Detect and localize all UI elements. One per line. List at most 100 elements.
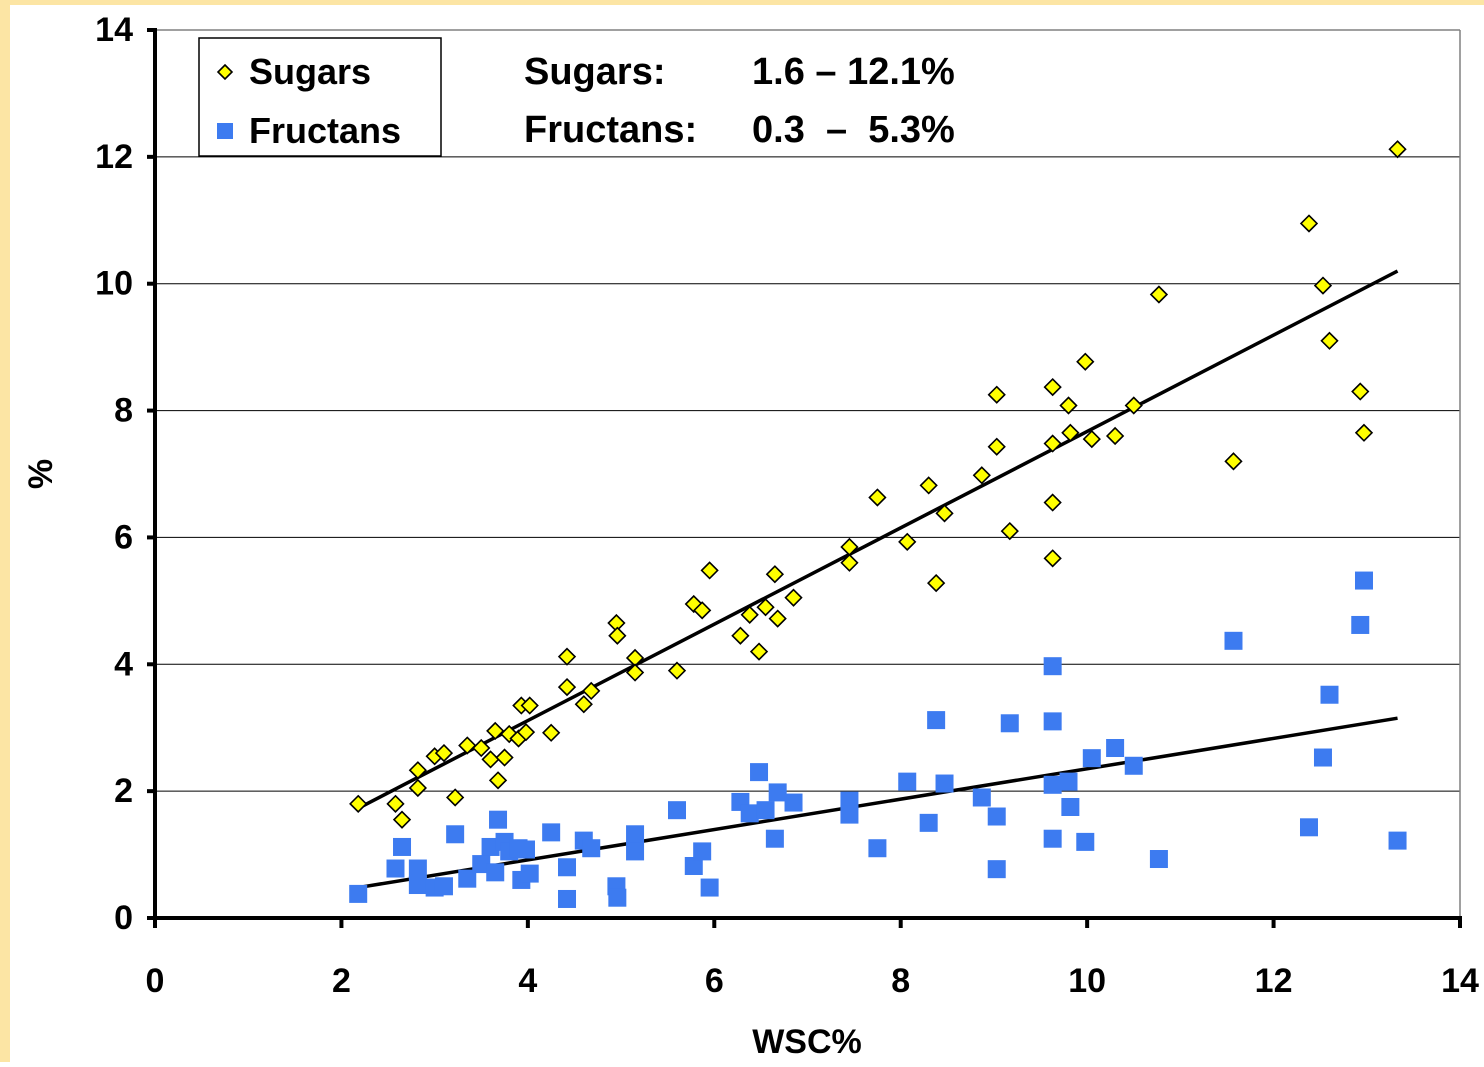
fructans-point (446, 825, 465, 844)
fructans-point (840, 805, 859, 824)
legend-square-icon (217, 123, 233, 139)
fructans-point (558, 858, 577, 877)
sugars-point (495, 748, 514, 767)
y-tick-label: 2 (114, 772, 133, 810)
x-axis-label: WSC% (752, 1023, 862, 1061)
fructans-point (626, 842, 645, 861)
data-marks (349, 140, 1407, 908)
sugars-point (386, 794, 405, 813)
fructans-point (987, 807, 1006, 826)
sugars-point (731, 626, 750, 645)
fructans-point (1354, 571, 1373, 590)
sugars-point (488, 771, 508, 790)
sugars-point (625, 663, 645, 682)
sugars-point (458, 736, 477, 755)
sugars-point (749, 642, 769, 661)
fructans-point (1043, 712, 1062, 731)
fructans-point (481, 837, 500, 856)
legend-diamond-icon (216, 63, 234, 81)
sugars-point (1059, 396, 1078, 415)
sugars-point (756, 598, 775, 617)
sugars-point (768, 609, 787, 628)
x-tick-label: 14 (1441, 962, 1479, 1000)
sugars-point (557, 647, 577, 666)
sugars-point (1320, 331, 1339, 350)
fructans-point (740, 804, 759, 823)
fructans-point (386, 859, 405, 878)
trendline-fructans (357, 716, 1398, 890)
fructans-point (684, 856, 703, 875)
annotation-sugars-label: Sugars: (524, 51, 665, 93)
fructans-point (434, 877, 453, 896)
fructans-point (349, 884, 368, 903)
sugars-point (486, 721, 505, 741)
sugars-point (1351, 382, 1370, 401)
sugars-point (740, 605, 759, 624)
sugars-point (972, 466, 991, 485)
legend-label-fructans: Fructans (249, 110, 401, 151)
fructans-point (489, 810, 508, 829)
sugars-point (1061, 423, 1080, 442)
x-tick-label: 6 (705, 962, 724, 1000)
x-tick-label: 2 (332, 962, 351, 1000)
sugars-point (392, 810, 412, 829)
fructans-point (1299, 818, 1318, 837)
legend-label-sugars: Sugars (249, 51, 371, 92)
fructans-point (458, 869, 477, 888)
sugars-point (446, 788, 465, 807)
fructans-point (1000, 714, 1019, 733)
sugars-point (1076, 352, 1095, 371)
fructans-point (693, 842, 712, 861)
sugars-point (840, 553, 859, 572)
fructans-point (1388, 831, 1407, 850)
y-tick-labels: 0 2 4 6 8 10 12 14 (95, 11, 133, 937)
fructans-point (1313, 748, 1332, 767)
fructans-point (919, 813, 938, 832)
sugars-point (693, 601, 712, 620)
sugars-point (557, 677, 577, 697)
sugars-point (898, 532, 917, 551)
sugars-point (1354, 423, 1374, 442)
y-axis-label: % (22, 459, 60, 489)
sugars-point (1043, 493, 1062, 512)
legend-diamond-marker (216, 63, 234, 81)
fructans-point (408, 859, 427, 878)
trendlines (357, 269, 1399, 890)
sugars-point (987, 437, 1006, 456)
frame-left-border (0, 0, 10, 1062)
fructans-point (582, 839, 601, 858)
fructans-point (472, 855, 491, 874)
annotation-fructans-label: Fructans: (524, 109, 697, 151)
sugars-point (1000, 521, 1019, 541)
fructans-point (486, 863, 505, 882)
fructans-point (1059, 772, 1078, 791)
y-tick-label: 6 (114, 518, 133, 556)
fructans-point (765, 829, 784, 848)
legend-box (198, 37, 442, 157)
sugars-point (1149, 285, 1169, 304)
fructans-point (1124, 756, 1143, 775)
sugars-point (1043, 549, 1062, 568)
sugars-point (765, 565, 785, 584)
sugars-point (935, 504, 954, 523)
plot-area (155, 30, 1460, 918)
fructans-point (626, 825, 645, 844)
range-annotation: Sugars: 1.6 – 12.1% Fructans: 0.3 – 5.3% (524, 51, 955, 151)
sugars-point (582, 681, 601, 701)
fructans-point (1061, 798, 1080, 816)
fructans-point (542, 823, 561, 842)
sugars-point (1388, 140, 1407, 159)
sugars-point (919, 476, 938, 495)
fructans-point (898, 772, 917, 791)
fructans-point (750, 763, 769, 782)
sugars-point (1043, 377, 1062, 397)
x-tick-label: 0 (146, 962, 165, 1000)
fructans-point (840, 791, 859, 810)
x-tick-label: 10 (1068, 962, 1106, 1000)
sugars-point (481, 750, 500, 769)
sugars-point (1124, 396, 1143, 415)
fructans-point (668, 801, 686, 820)
frame-top-border (0, 0, 1484, 5)
fructans-point (868, 839, 887, 858)
